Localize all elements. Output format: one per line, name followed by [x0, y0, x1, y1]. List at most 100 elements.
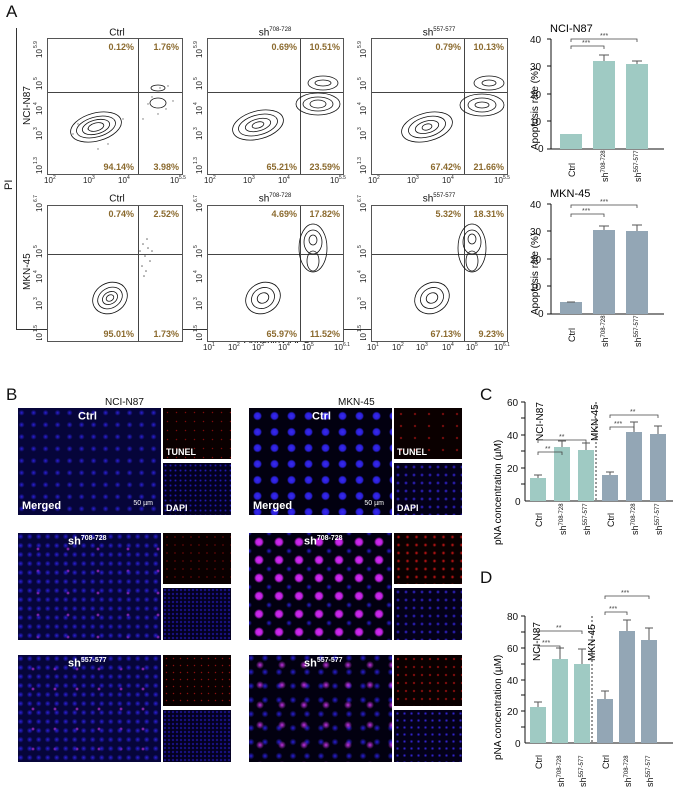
quadrant-ll: 65.21%	[266, 162, 297, 172]
tunel-image-mkn45-sh708	[394, 533, 462, 584]
dapi-image-mkn45-sh557	[394, 710, 462, 762]
svg-text:3: 3	[357, 127, 363, 130]
tunel-image-ncin87-ctrl: TUNEL	[163, 408, 231, 459]
apoptosis-chart-mkn45: MKN-45 Apoptosis rate (%) 40 30 20 10 0 *** *…	[530, 188, 664, 347]
svg-text:sh557-577: sh557-577	[633, 315, 643, 347]
dapi-image-mkn45-ctrl: DAPI	[394, 463, 462, 515]
svg-text:10: 10	[35, 301, 44, 310]
svg-text:**: **	[630, 409, 636, 416]
svg-text:4: 4	[33, 270, 39, 273]
merged-image-mkn45-sh708: sh708-728	[249, 533, 392, 640]
svg-text:10: 10	[195, 81, 204, 90]
svg-text:20: 20	[507, 464, 519, 475]
quadrant-ur: 2.52%	[153, 209, 179, 219]
svg-text:6.7: 6.7	[357, 195, 363, 202]
svg-text:10: 10	[359, 203, 368, 212]
svg-text:1: 1	[212, 342, 215, 348]
flow-title-ncin87-sh708: sh708-728	[258, 27, 292, 39]
dapi-image-ncin87-ctrl: DAPI	[163, 463, 231, 515]
quadrant-lr: 9.23%	[478, 329, 504, 339]
tunel-image-mkn45-sh557	[394, 655, 462, 706]
svg-text:10: 10	[44, 176, 53, 185]
svg-text:10: 10	[35, 49, 44, 58]
svg-text:10: 10	[416, 343, 425, 352]
svg-text:Ctrl: Ctrl	[567, 328, 577, 342]
dapi-image-ncin87-sh557	[163, 710, 231, 762]
svg-text:2: 2	[237, 342, 240, 348]
quadrant-ll: 67.42%	[430, 162, 461, 172]
svg-text:10: 10	[35, 333, 44, 340]
svg-text:**: **	[559, 434, 565, 441]
quadrant-ur: 1.76%	[153, 42, 179, 52]
svg-text:4: 4	[33, 102, 39, 105]
svg-text:5.5: 5.5	[339, 175, 346, 181]
pna-chart-d: pNA concentration (µM) 80 60 40 20 0 NCI-N87…	[493, 590, 673, 787]
flow-axis-ticks: 10 2 10 3 10 4 10 5.5 10 2 10 3 10 4 10 5.5 10 2 …	[33, 41, 510, 340]
svg-text:60: 60	[507, 398, 519, 409]
tunel-image-ncin87-sh708	[163, 533, 231, 584]
quadrant-lr: 3.98%	[153, 162, 179, 172]
svg-text:sh557-577: sh557-577	[582, 503, 592, 535]
contour-plot	[232, 75, 341, 141]
quadrant-ll: 65.97%	[266, 329, 297, 339]
svg-text:60: 60	[507, 644, 519, 655]
svg-text:10: 10	[392, 343, 401, 352]
svg-text:Apoptosis rate (%): Apoptosis rate (%)	[530, 233, 541, 315]
svg-text:pNA concentration (µM): pNA concentration (µM)	[493, 655, 504, 760]
flow-axis-ticks-row2: 10 1 10 2 10 3 10 4 10 5 10 6.1 10 1 10 2 10 3 10…	[203, 342, 510, 352]
svg-text:1.3: 1.3	[357, 157, 363, 164]
quadrant-ll: 94.14%	[103, 162, 134, 172]
svg-text:sh557-577: sh557-577	[578, 755, 588, 787]
svg-text:10: 10	[35, 274, 44, 283]
svg-text:5: 5	[193, 245, 199, 248]
flow-plot-ncin87-sh557: 0.79% 10.13% 67.42% 21.66%	[371, 38, 508, 175]
column-label-ncin87: NCI-N87	[105, 397, 144, 408]
svg-text:10: 10	[359, 165, 368, 174]
svg-text:1: 1	[376, 342, 379, 348]
svg-text:5: 5	[311, 342, 314, 348]
svg-text:40: 40	[507, 676, 519, 687]
svg-text:3: 3	[33, 127, 39, 130]
svg-text:10: 10	[195, 106, 204, 115]
svg-text:sh708-728: sh708-728	[600, 315, 610, 347]
svg-text:***: ***	[609, 606, 617, 613]
svg-text:10: 10	[35, 81, 44, 90]
merged-image-ncin87-sh557: sh557-577	[18, 655, 161, 762]
svg-text:10: 10	[530, 282, 542, 293]
svg-text:4: 4	[193, 102, 199, 105]
svg-text:Ctrl: Ctrl	[567, 163, 577, 177]
column-label-mkn45: MKN-45	[338, 397, 375, 408]
panel-label-b: B	[6, 385, 18, 404]
svg-text:NCI-N87: NCI-N87	[550, 23, 593, 35]
contour-plot	[245, 223, 328, 315]
quadrant-lr: 21.66%	[473, 162, 504, 172]
svg-text:6.1: 6.1	[343, 342, 350, 348]
svg-text:5.9: 5.9	[33, 41, 39, 48]
svg-text:10: 10	[195, 165, 204, 174]
svg-text:Ctrl: Ctrl	[534, 513, 544, 527]
svg-text:5: 5	[193, 77, 199, 80]
svg-text:Ctrl: Ctrl	[601, 755, 611, 769]
svg-text:10: 10	[203, 343, 212, 352]
svg-text:sh557-577: sh557-577	[645, 755, 655, 787]
svg-text:10: 10	[359, 106, 368, 115]
svg-text:2: 2	[53, 175, 56, 181]
merged-image-ncin87-ctrl: Ctrl Merged 50 µm	[18, 408, 161, 515]
svg-text:10: 10	[359, 274, 368, 283]
svg-text:sh557-577: sh557-577	[633, 150, 643, 182]
flow-title-mkn45-sh557: sh557-577	[422, 193, 456, 205]
svg-text:5.9: 5.9	[357, 41, 363, 48]
svg-text:20: 20	[507, 707, 519, 718]
svg-text:1.5: 1.5	[193, 325, 199, 332]
svg-text:5: 5	[33, 77, 39, 80]
merged-image-mkn45-sh557: sh557-577	[249, 655, 392, 762]
svg-text:3: 3	[416, 175, 419, 181]
svg-text:10: 10	[170, 176, 179, 185]
svg-text:2: 2	[377, 175, 380, 181]
svg-text:10: 10	[252, 343, 261, 352]
svg-text:***: ***	[621, 590, 629, 597]
quadrant-ur: 17.82%	[309, 209, 340, 219]
svg-text:0: 0	[538, 144, 544, 155]
flow-frame-left	[16, 28, 17, 330]
svg-text:10: 10	[35, 203, 44, 212]
